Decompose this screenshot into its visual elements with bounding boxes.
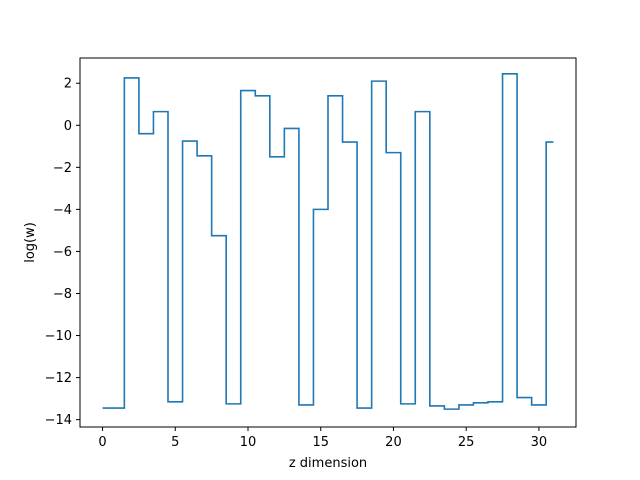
x-axis-label: z dimension <box>289 456 367 471</box>
y-tick-label: −14 <box>45 413 72 428</box>
y-tick-label: −10 <box>45 329 72 344</box>
y-tick-label: −12 <box>45 371 72 386</box>
y-tick-label: 2 <box>64 77 72 92</box>
x-tick-label: 25 <box>458 435 475 450</box>
x-tick-label: 5 <box>171 435 179 450</box>
axes-frame <box>79 57 577 428</box>
x-tick-label: 0 <box>98 435 106 450</box>
y-tick-label: −6 <box>53 245 72 260</box>
y-tick-label: −2 <box>53 161 72 176</box>
y-axis-label: log(w) <box>23 222 38 263</box>
y-tick-label: 0 <box>64 119 72 134</box>
y-tick-label: −8 <box>53 287 72 302</box>
y-tick-label: −4 <box>53 203 72 218</box>
x-tick-label: 10 <box>240 435 257 450</box>
x-tick-label: 20 <box>385 435 402 450</box>
x-tick-label: 30 <box>531 435 548 450</box>
x-tick-label: 15 <box>312 435 329 450</box>
series-line-0 <box>102 72 554 410</box>
